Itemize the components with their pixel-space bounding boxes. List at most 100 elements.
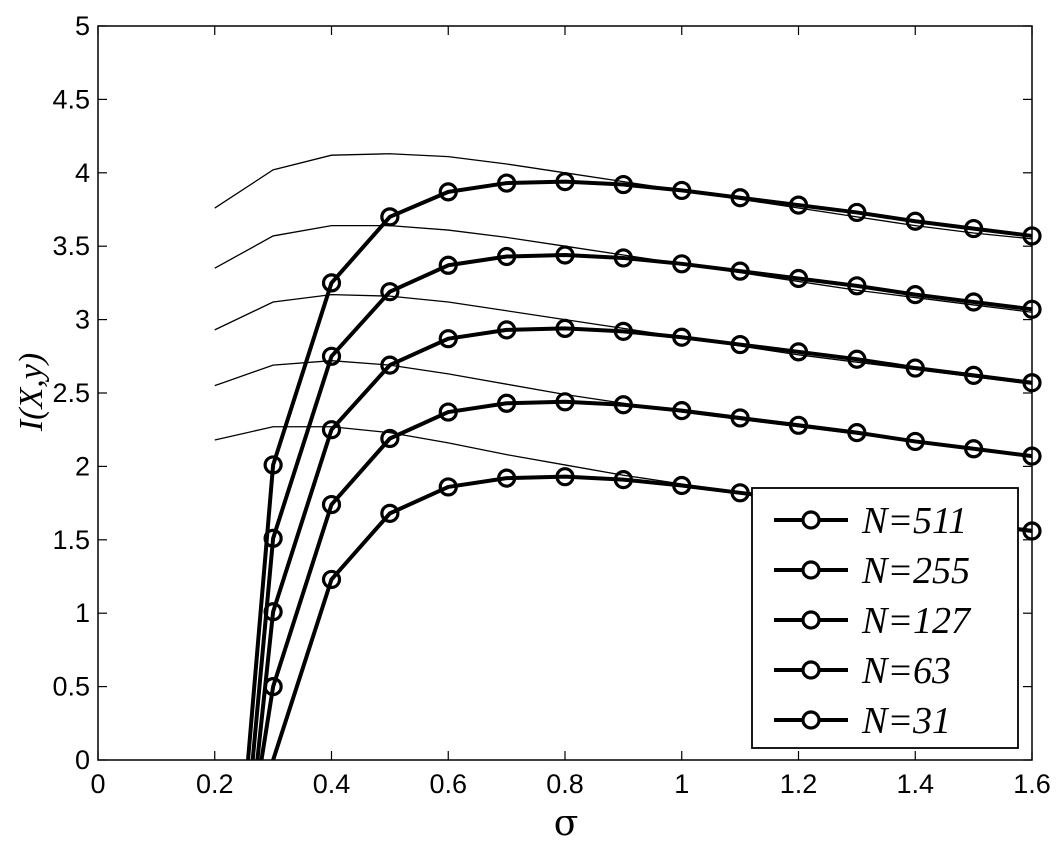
data-point <box>263 528 283 548</box>
data-point <box>905 358 925 378</box>
data-point <box>321 494 342 515</box>
data-point <box>730 483 750 503</box>
data-point <box>321 273 342 293</box>
data-point <box>788 195 809 215</box>
data-point <box>613 174 633 195</box>
data-point <box>380 282 400 302</box>
data-point <box>438 182 458 202</box>
y-tick-label: 0 <box>75 745 90 775</box>
data-point <box>788 268 809 289</box>
data-point <box>438 255 458 275</box>
data-point <box>263 455 283 475</box>
y-tick-label: 5 <box>75 11 90 41</box>
data-point <box>380 355 400 375</box>
data-point <box>964 365 984 385</box>
data-point <box>613 248 633 268</box>
y-axis-label: I(X,y) <box>13 353 50 432</box>
x-tick-label: 1 <box>674 769 689 799</box>
x-tick-label: 0 <box>90 769 105 799</box>
legend-marker <box>801 660 821 680</box>
x-tick-label: 1.2 <box>780 769 818 799</box>
data-point <box>1022 521 1042 541</box>
data-point <box>555 392 575 412</box>
y-tick-label: 4 <box>75 158 90 188</box>
y-tick-label: 2.5 <box>52 378 90 408</box>
data-point <box>321 569 342 590</box>
data-point <box>847 423 867 443</box>
data-point <box>380 503 400 523</box>
legend-label: N=511 <box>861 500 967 542</box>
x-tick-label: 0.6 <box>429 769 467 799</box>
data-point <box>672 327 692 347</box>
data-point <box>555 318 575 339</box>
reference-line <box>214 153 1033 240</box>
data-point <box>730 334 750 355</box>
series-line <box>246 179 1033 761</box>
legend-label: N=127 <box>861 600 972 642</box>
legend-marker <box>801 710 821 730</box>
data-point <box>905 211 925 231</box>
data-point <box>964 218 984 239</box>
data-point <box>964 292 984 312</box>
series-line <box>255 326 1033 761</box>
y-tick-label: 3 <box>75 305 90 335</box>
data-point <box>555 172 575 192</box>
data-point <box>905 431 925 452</box>
data-point <box>847 202 867 223</box>
data-point <box>380 207 400 227</box>
data-point <box>788 342 809 362</box>
data-point <box>788 415 809 435</box>
data-point <box>730 261 750 281</box>
axis-ticks: 0 0.2 0.4 0.6 0.8 1 1.2 1.4 1.6 0 0.5 1 1.5 2 2.5 3 3.5 4… <box>52 11 1050 799</box>
x-tick-label: 0.2 <box>196 769 234 799</box>
data-point <box>613 321 633 341</box>
data-point <box>497 320 517 340</box>
data-point <box>497 468 517 488</box>
reference-line <box>214 224 1033 313</box>
data-point <box>1022 446 1042 466</box>
legend-marker <box>801 560 821 580</box>
x-tick-label: 0.4 <box>313 769 351 799</box>
x-tick-label: 1.6 <box>1013 769 1051 799</box>
data-point <box>905 285 925 305</box>
data-point <box>263 602 283 622</box>
data-point <box>964 439 984 459</box>
x-tick-label: 1.4 <box>896 769 934 799</box>
data-point <box>321 420 342 440</box>
legend-label: N=255 <box>861 550 970 592</box>
data-point <box>497 173 517 193</box>
data-point <box>672 475 692 496</box>
data-point <box>1022 226 1042 246</box>
data-point <box>1022 373 1042 393</box>
x-tick-label: 0.8 <box>546 769 584 799</box>
data-point <box>672 180 692 201</box>
series-line <box>259 399 1033 761</box>
data-point <box>497 393 517 413</box>
y-tick-label: 1 <box>75 598 90 628</box>
y-tick-label: 0.5 <box>52 672 90 702</box>
y-tick-label: 3.5 <box>52 231 90 261</box>
data-point <box>497 246 517 267</box>
data-point <box>555 245 575 265</box>
legend: N=511 N=255 N=127 N=63 N=31 <box>751 487 1019 749</box>
legend-label: N=31 <box>861 700 951 742</box>
data-point <box>847 349 867 369</box>
data-point <box>438 329 458 349</box>
legend-marker <box>801 610 821 630</box>
data-point <box>321 346 342 366</box>
data-point <box>847 276 867 296</box>
legend-marker <box>801 510 821 530</box>
y-tick-label: 2 <box>75 451 90 481</box>
data-point <box>380 428 400 449</box>
series-markers <box>263 172 1042 697</box>
data-point <box>438 402 458 422</box>
data-point <box>438 477 458 497</box>
x-axis-label: σ <box>554 803 579 844</box>
y-tick-label: 1.5 <box>52 525 90 555</box>
data-point <box>730 188 750 208</box>
data-point <box>555 467 575 487</box>
data-point <box>1022 299 1042 319</box>
series-line <box>250 253 1033 761</box>
data-point <box>672 401 692 421</box>
